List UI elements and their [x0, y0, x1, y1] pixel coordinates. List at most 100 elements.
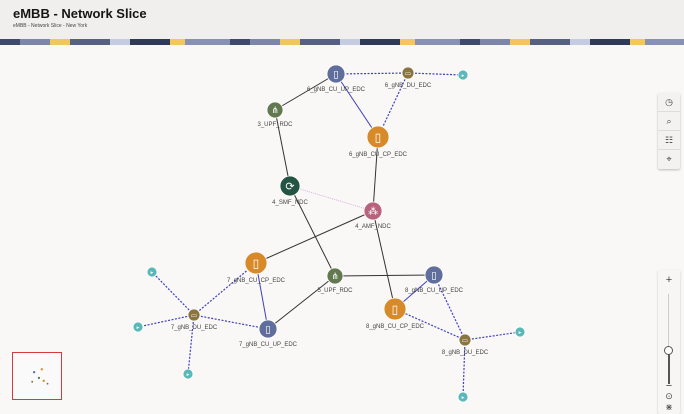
- zoom-in-button[interactable]: +: [665, 274, 673, 286]
- endpoint-glyph-icon: ▸: [462, 395, 465, 401]
- cu_up-glyph-icon: ▯: [333, 70, 338, 81]
- link-6cucp-amf[interactable]: [372, 136, 379, 212]
- du-node-icon[interactable]: [401, 66, 415, 80]
- link-6du-6cucp[interactable]: [377, 72, 409, 138]
- endpoint-node-icon[interactable]: [457, 69, 469, 81]
- cu_cp-node-icon[interactable]: [383, 297, 407, 321]
- cu_cp-node-icon[interactable]: [366, 125, 390, 149]
- node-label: 7_gNB_CU_CP_EDC: [227, 278, 286, 284]
- cu_cp-glyph-icon: ▯: [375, 130, 382, 144]
- du-glyph-icon: ▭: [191, 312, 197, 319]
- endpoint-glyph-icon: ▸: [519, 330, 522, 336]
- page-header: eMBB - Network Slice eMBB - Network Slic…: [0, 0, 684, 39]
- upf-node-icon[interactable]: [326, 267, 344, 285]
- node-smf[interactable]: ⟳ 4_SMF_NDC: [272, 175, 308, 206]
- cu_cp-glyph-icon: ▯: [392, 302, 399, 316]
- node-7cucp[interactable]: ▯ 7_gNB_CU_CP_EDC: [227, 251, 286, 284]
- link-smf-amf[interactable]: [289, 185, 374, 212]
- endpoint-node-icon[interactable]: [457, 391, 469, 403]
- filter-sliders-icon[interactable]: ☷: [658, 131, 680, 150]
- zoom-out-button[interactable]: −: [665, 380, 673, 392]
- search-icon[interactable]: ⌕: [658, 112, 680, 131]
- node-e2[interactable]: ▸: [146, 266, 158, 278]
- graph-toolbar: ◷ ⌕ ☷ ⌖: [658, 93, 680, 169]
- node-6du[interactable]: ▭ 6_gNB_DU_EDC: [385, 66, 432, 89]
- node-label: 8_gNB_CU_CP_EDC: [366, 324, 425, 330]
- node-label: 7_gNB_CU_UP_EDC: [239, 342, 298, 348]
- node-8cucp[interactable]: ▯ 8_gNB_CU_CP_EDC: [366, 297, 425, 330]
- node-3upf[interactable]: ⋔ 3_UPF_RDC: [257, 101, 293, 128]
- link-5upf-7cuup[interactable]: [267, 275, 336, 330]
- link-6du-e1[interactable]: [407, 72, 464, 76]
- minimap[interactable]: [12, 352, 62, 400]
- cu_cp-node-icon[interactable]: [244, 251, 268, 275]
- cu_up-node-icon[interactable]: [258, 319, 278, 339]
- link-7du-e4[interactable]: [187, 314, 195, 375]
- location-pin-icon[interactable]: ⌖: [666, 154, 672, 164]
- link-amf-8cucp[interactable]: [372, 210, 396, 310]
- layout-icon[interactable]: ⋇: [665, 402, 673, 412]
- link-7du-e2[interactable]: [151, 271, 195, 316]
- endpoint-glyph-icon: ▸: [462, 73, 465, 79]
- topology-graph[interactable]: ▯ 6_gNB_CU_UP_EDC ▭ 6_gNB_DU_EDC ⋔ 3_UPF_RDC ▯…: [0, 45, 684, 414]
- node-7du[interactable]: ▭ 7_gNB_DU_EDC: [171, 308, 218, 331]
- cu_up-glyph-icon: ▯: [431, 271, 436, 282]
- endpoint-node-icon[interactable]: [132, 321, 144, 333]
- link-7cucp-amf[interactable]: [255, 210, 374, 264]
- du-node-icon[interactable]: [187, 308, 201, 322]
- zoom-slider-track[interactable]: [668, 294, 669, 384]
- zoom-control: + − ⊙ ⋇: [658, 270, 680, 414]
- link-6cuup-6du[interactable]: [335, 72, 409, 75]
- endpoint-node-icon[interactable]: [182, 368, 194, 380]
- upf-node-icon[interactable]: [266, 101, 284, 119]
- node-e1[interactable]: ▸: [457, 69, 469, 81]
- link-6cuup-6cucp[interactable]: [335, 73, 379, 138]
- link-8du-8cuup[interactable]: [433, 274, 466, 341]
- link-3upf-smf[interactable]: [274, 109, 291, 187]
- node-amf[interactable]: ⁂ 4_AMF_NDC: [355, 201, 391, 230]
- breadcrumb: eMBB - Network Slice - New York: [13, 23, 88, 29]
- cu_up-node-icon[interactable]: [326, 64, 346, 84]
- page-title: eMBB - Network Slice: [13, 6, 147, 21]
- du-node-icon[interactable]: [458, 333, 472, 347]
- node-6cuup[interactable]: ▯ 6_gNB_CU_UP_EDC: [307, 64, 366, 93]
- endpoint-glyph-icon: ▸: [151, 270, 154, 276]
- cu_cp-glyph-icon: ▯: [253, 256, 260, 270]
- node-7cuup[interactable]: ▯ 7_gNB_CU_UP_EDC: [239, 319, 298, 348]
- smf-glyph-icon: ⟳: [285, 181, 294, 193]
- endpoint-glyph-icon: ▸: [137, 325, 140, 331]
- node-6cucp[interactable]: ▯ 6_gNB_CU_CP_EDC: [349, 125, 408, 158]
- node-label: 7_gNB_DU_EDC: [171, 325, 218, 331]
- link-8du-e6[interactable]: [462, 339, 466, 398]
- endpoint-node-icon[interactable]: [514, 326, 526, 338]
- node-8du[interactable]: ▭ 8_gNB_DU_EDC: [442, 333, 489, 356]
- node-e4[interactable]: ▸: [182, 368, 194, 380]
- node-label: 4_AMF_NDC: [355, 224, 391, 230]
- amf-glyph-icon: ⁂: [368, 207, 378, 218]
- node-5upf[interactable]: ⋔ 5_UPF_RDC: [317, 267, 353, 294]
- link-8du-8cucp[interactable]: [394, 308, 466, 341]
- node-e5[interactable]: ▸: [514, 326, 526, 338]
- link-6cuup-3upf[interactable]: [274, 73, 337, 111]
- du-glyph-icon: ▭: [405, 70, 411, 77]
- node-e6[interactable]: ▸: [457, 391, 469, 403]
- link-8du-e5[interactable]: [464, 331, 521, 341]
- fit-icon[interactable]: ⊙: [665, 391, 673, 401]
- link-7du-e3[interactable]: [137, 314, 195, 328]
- link-7du-7cucp[interactable]: [193, 262, 257, 316]
- amf-node-icon[interactable]: [363, 201, 383, 221]
- node-label: 6_gNB_CU_UP_EDC: [307, 87, 366, 93]
- cu_up-node-icon[interactable]: [424, 265, 444, 285]
- zoom-slider-thumb[interactable]: [664, 346, 673, 355]
- header-banner: [0, 39, 684, 45]
- node-8cuup[interactable]: ▯ 8_gNB_CU_UP_EDC: [405, 265, 464, 294]
- node-e3[interactable]: ▸: [132, 321, 144, 333]
- node-label: 5_UPF_RDC: [317, 288, 353, 294]
- node-label: 4_SMF_NDC: [272, 200, 308, 206]
- link-smf-5upf[interactable]: [289, 185, 336, 277]
- link-5upf-8cuup[interactable]: [334, 274, 435, 277]
- endpoint-glyph-icon: ▸: [187, 372, 190, 378]
- endpoint-node-icon[interactable]: [146, 266, 158, 278]
- clock-icon[interactable]: ◷: [658, 93, 680, 112]
- smf-node-icon[interactable]: [279, 175, 301, 197]
